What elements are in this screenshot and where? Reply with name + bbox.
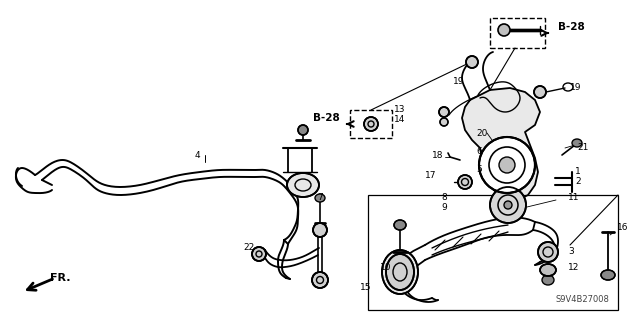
Text: 12: 12 <box>568 263 579 272</box>
Circle shape <box>479 137 535 193</box>
Circle shape <box>498 24 510 36</box>
Circle shape <box>252 247 266 261</box>
Circle shape <box>458 175 472 189</box>
Ellipse shape <box>386 254 414 290</box>
Text: 19: 19 <box>570 84 582 93</box>
Text: 6: 6 <box>476 147 482 157</box>
Ellipse shape <box>382 250 418 294</box>
Bar <box>350 110 392 138</box>
Circle shape <box>440 118 448 126</box>
Ellipse shape <box>572 139 582 147</box>
Text: 10: 10 <box>380 263 392 272</box>
Text: 9: 9 <box>441 204 447 212</box>
Text: 16: 16 <box>617 224 628 233</box>
Text: B-28: B-28 <box>558 22 585 32</box>
Bar <box>490 18 545 48</box>
Text: 20: 20 <box>476 129 488 137</box>
Bar <box>368 195 618 310</box>
Text: 5: 5 <box>476 166 482 174</box>
Text: 1: 1 <box>575 167 580 176</box>
Circle shape <box>504 201 512 209</box>
Circle shape <box>364 117 378 131</box>
Circle shape <box>490 187 526 223</box>
Text: 8: 8 <box>441 194 447 203</box>
Text: 11: 11 <box>568 194 579 203</box>
Ellipse shape <box>542 275 554 285</box>
Text: 2: 2 <box>575 177 580 187</box>
Text: 18: 18 <box>432 151 444 160</box>
Ellipse shape <box>601 270 615 280</box>
Circle shape <box>466 56 478 68</box>
Text: 3: 3 <box>568 248 573 256</box>
Ellipse shape <box>540 264 556 276</box>
Circle shape <box>439 107 449 117</box>
Text: S9V4B27008: S9V4B27008 <box>555 295 609 305</box>
Circle shape <box>313 223 327 237</box>
Circle shape <box>534 86 546 98</box>
Text: 19: 19 <box>453 78 465 86</box>
Polygon shape <box>462 88 540 200</box>
Text: 21: 21 <box>577 144 588 152</box>
Circle shape <box>312 272 328 288</box>
Text: 13: 13 <box>394 106 406 115</box>
Text: 15: 15 <box>360 284 371 293</box>
Text: 14: 14 <box>394 115 405 124</box>
Text: 4: 4 <box>195 151 200 160</box>
Text: 7: 7 <box>317 194 323 203</box>
Circle shape <box>499 157 515 173</box>
Text: B-28: B-28 <box>313 113 340 123</box>
Circle shape <box>298 125 308 135</box>
Text: FR.: FR. <box>50 273 70 283</box>
Text: 22: 22 <box>243 243 254 253</box>
Ellipse shape <box>394 220 406 230</box>
Ellipse shape <box>315 194 325 202</box>
Text: 17: 17 <box>425 170 436 180</box>
Circle shape <box>538 242 558 262</box>
Ellipse shape <box>287 173 319 197</box>
